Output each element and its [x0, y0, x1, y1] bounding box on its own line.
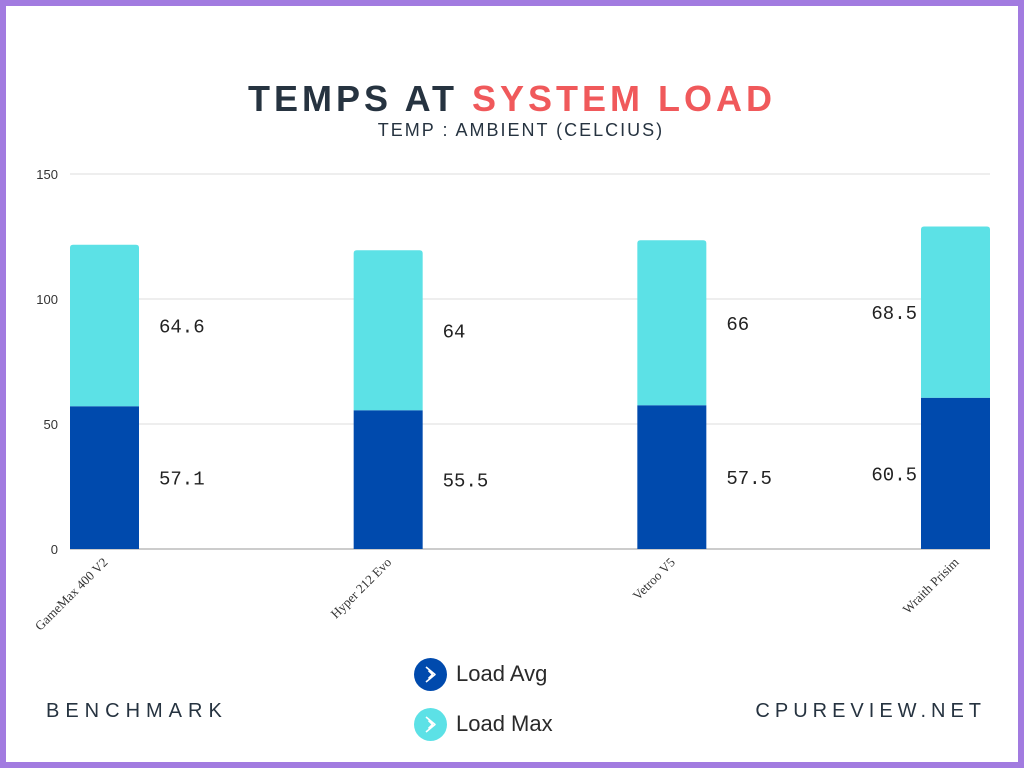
x-tick-label: Wraith Prisim: [900, 555, 962, 617]
x-tick-label: GameMax 400 V2: [32, 555, 111, 634]
bar-load-max: [353, 250, 423, 411]
data-label-load-max: 66: [726, 314, 749, 336]
y-axis-ticks: 0 50 100 150: [36, 167, 58, 557]
legend-item-load-avg[interactable]: Load Avg: [414, 656, 553, 692]
title-main: TEMPS AT: [247, 78, 458, 119]
legend: Load Avg Load Max: [414, 656, 553, 756]
bar-load-avg: [637, 405, 707, 549]
legend-item-load-max[interactable]: Load Max: [414, 706, 553, 742]
chart-subtitle: TEMP : AMBIENT (CELCIUS): [377, 120, 665, 140]
play-chevron-icon: [414, 707, 447, 741]
bar-load-max: [70, 244, 139, 407]
y-tick-label: 100: [36, 292, 58, 307]
y-tick-label: 150: [36, 167, 58, 182]
data-label-load-avg: 55.5: [443, 471, 489, 493]
y-tick-label: 50: [44, 417, 58, 432]
data-label-load-max: 68.5: [871, 303, 917, 325]
legend-label-load-avg: Load Avg: [456, 661, 548, 686]
x-tick-label: Hyper 212 Evo: [328, 555, 395, 622]
bar-load-avg: [70, 406, 139, 549]
legend-label-load-max: Load Max: [456, 711, 553, 736]
grid-lines: [70, 173, 990, 550]
bar-load-avg: [353, 410, 423, 549]
chart-card: [6, 6, 1018, 762]
bars: [70, 226, 990, 549]
data-label-load-max: 64: [443, 321, 466, 343]
bar-load-max: [921, 226, 990, 398]
data-labels: 57.1 64.6 55.5 64 57.5 66 60.5 68.5: [159, 303, 917, 493]
chart-title: TEMPS AT SYSTEM LOAD: [0, 78, 1024, 120]
bar-load-avg: [921, 397, 990, 549]
y-tick-label: 0: [51, 542, 58, 557]
x-tick-label: Vetroo V5: [629, 555, 677, 603]
data-label-load-avg: 60.5: [871, 464, 917, 486]
play-chevron-icon: [414, 657, 447, 691]
footer-site: CPUREVIEW.NET: [755, 700, 986, 722]
bar-load-max: [637, 240, 707, 406]
data-label-load-avg: 57.5: [726, 468, 772, 490]
title-accent: SYSTEM LOAD: [472, 78, 777, 119]
bar-chart: 0 50 100 150 57.1 64.6 55.5 64 57.5 66 60.5 68.5 G…: [32, 167, 990, 634]
x-axis-labels: GameMax 400 V2 Hyper 212 Evo Vetroo V5 Wrai…: [32, 555, 962, 634]
data-label-load-avg: 57.1: [159, 469, 205, 491]
footer-benchmark: BENCHMARK: [46, 700, 228, 722]
data-label-load-max: 64.6: [159, 317, 205, 339]
